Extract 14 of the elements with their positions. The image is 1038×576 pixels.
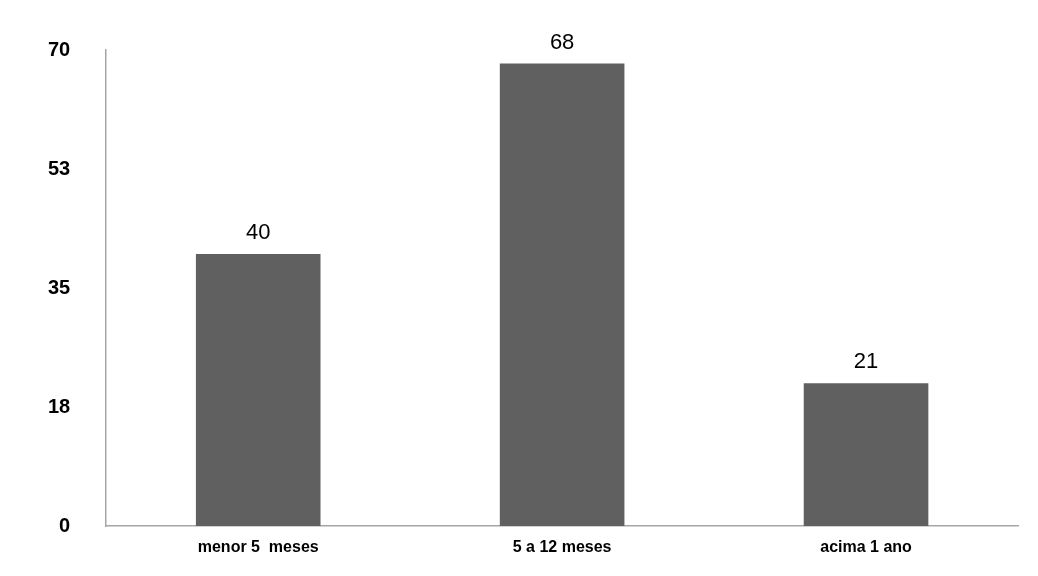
y-tick-label: 0 (59, 513, 71, 536)
y-tick-label: 18 (48, 394, 71, 417)
x-tick-label: menor 5 meses (197, 538, 319, 556)
y-tick-label: 53 (48, 156, 71, 179)
x-tick-label: 5 a 12 meses (512, 538, 612, 556)
x-tick-label: acima 1 ano (820, 538, 913, 556)
bar (195, 254, 321, 526)
bar (803, 383, 929, 526)
bar (499, 63, 625, 526)
y-tick-label: 35 (48, 275, 71, 298)
y-tick-label: 70 (48, 37, 71, 60)
data-label: 68 (549, 28, 575, 54)
data-label: 21 (853, 348, 879, 374)
data-label: 40 (245, 219, 271, 245)
